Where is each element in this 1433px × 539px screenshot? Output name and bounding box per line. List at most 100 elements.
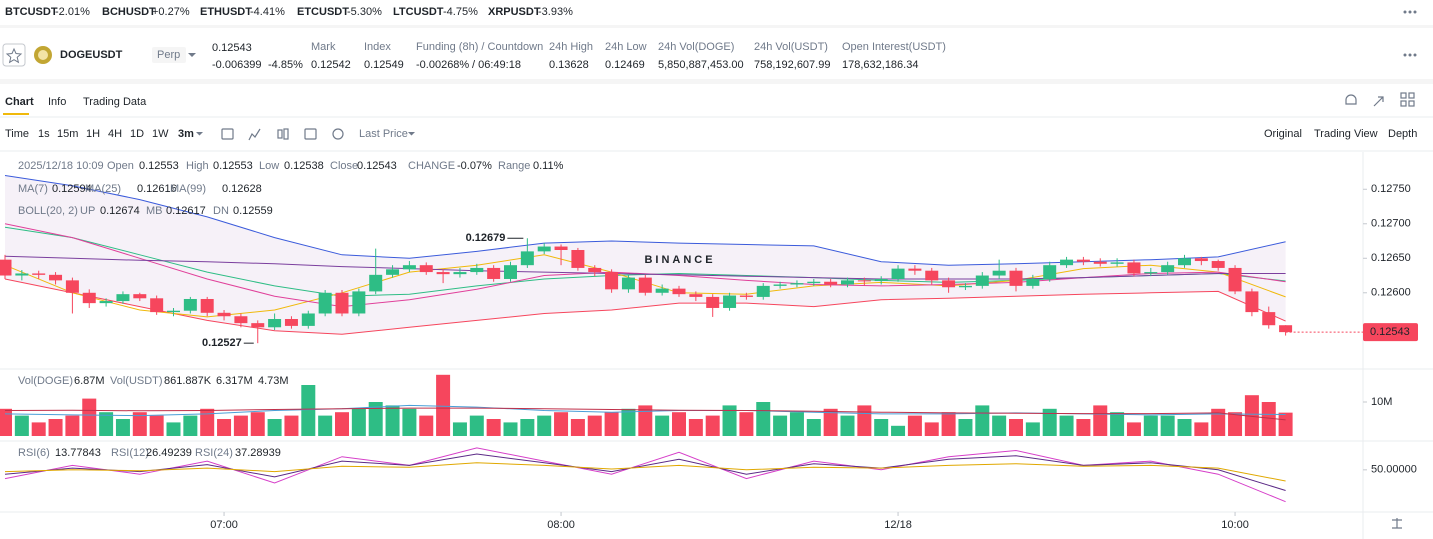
volume-bar — [587, 415, 602, 436]
candle-body — [318, 292, 332, 314]
volume-bar — [756, 402, 771, 436]
candle-body — [301, 313, 315, 326]
interval[interactable]: 1H — [86, 128, 100, 140]
interval[interactable]: 15m — [57, 128, 78, 140]
rsi-name: RSI(6) — [18, 447, 50, 459]
candle-body — [1161, 265, 1175, 273]
rsi-name: RSI(12) — [111, 447, 149, 459]
interval[interactable]: 4H — [108, 128, 122, 140]
volume-bar — [351, 408, 366, 436]
ticker-symbol[interactable]: ETCUSDT — [297, 6, 349, 18]
volume-bar — [1177, 419, 1192, 436]
ticker-symbol[interactable]: ETHUSDT — [200, 6, 252, 18]
candle-body — [1228, 267, 1242, 292]
volume-bar — [621, 408, 636, 436]
tab[interactable]: Info — [48, 96, 66, 108]
view-option[interactable]: Depth — [1388, 128, 1417, 140]
contract-badge — [152, 47, 186, 63]
favorite-button[interactable] — [2, 43, 26, 67]
ma-value: 0.12628 — [222, 183, 262, 195]
candle-body — [82, 292, 96, 304]
volume-bar — [284, 415, 299, 436]
candle-body — [234, 316, 248, 324]
dropdown-icon[interactable] — [188, 53, 196, 57]
interval[interactable]: 3m — [178, 128, 194, 140]
candle-body — [1110, 262, 1124, 264]
ticker-symbol[interactable]: LTCUSDT — [393, 6, 444, 18]
candle-body — [32, 273, 46, 275]
y-tick-label: 10M — [1371, 396, 1392, 408]
divider — [0, 25, 1433, 28]
candle-body — [689, 294, 703, 297]
last-price-box — [1363, 323, 1418, 342]
interval[interactable]: 1W — [152, 128, 169, 140]
stat-value: 0.12542 — [311, 59, 351, 71]
stat-label: 24h Low — [605, 41, 647, 53]
ticker-change: +0.27% — [152, 6, 190, 18]
volume-bar — [537, 415, 552, 436]
volume-bar — [1076, 419, 1091, 436]
ticker-symbol[interactable]: BTCUSDT — [5, 6, 58, 18]
volume-bar — [1126, 422, 1141, 436]
price-type[interactable]: Last Price — [359, 128, 408, 140]
candle-body — [841, 280, 854, 285]
star-icon — [5, 47, 23, 64]
candle-body — [470, 267, 484, 273]
stat-value: 0.13628 — [549, 59, 589, 71]
candle-body — [335, 292, 349, 314]
more-icon[interactable] — [1403, 53, 1417, 57]
volume-ma-value: 6.317M — [216, 375, 253, 387]
volume-bar — [1042, 408, 1057, 436]
volume-bar — [823, 408, 838, 436]
candle-body — [588, 267, 602, 273]
y-tick-label: 50.00000 — [1371, 464, 1417, 476]
interval[interactable]: 1s — [38, 128, 50, 140]
info-label: Close — [330, 160, 358, 172]
coin-icon — [38, 50, 48, 60]
candle-body — [402, 265, 416, 270]
candle-body — [1279, 325, 1293, 333]
volume-bar — [604, 412, 619, 436]
volume-bar — [385, 405, 400, 436]
tab[interactable]: Chart — [5, 96, 34, 108]
volume-bar — [1194, 422, 1209, 436]
toolbar-icons[interactable] — [221, 92, 1415, 529]
candle-body — [1211, 261, 1225, 268]
info-value: -0.07% — [457, 160, 492, 172]
candle-body — [99, 301, 113, 304]
more-icon[interactable] — [1403, 10, 1417, 14]
ticker-change: -4.41% — [250, 6, 285, 18]
candle-body — [183, 298, 197, 311]
candle-body — [1043, 265, 1057, 279]
volume-bar — [166, 422, 181, 436]
volume-bar — [739, 412, 754, 436]
volume-bar — [638, 405, 653, 436]
volume-bar — [267, 419, 282, 436]
volume-bar — [301, 385, 316, 436]
view-option[interactable]: Original — [1264, 128, 1302, 140]
info-label: Open — [107, 160, 134, 172]
interval[interactable]: Time — [5, 128, 29, 140]
volume-bar — [469, 415, 484, 436]
ticker-symbol[interactable]: BCHUSDT — [102, 6, 156, 18]
symbol: DOGEUSDT — [60, 49, 123, 61]
candle-body — [891, 268, 905, 279]
ticker-symbol[interactable]: XRPUSDT — [488, 6, 541, 18]
stat-label: 24h Vol(DOGE) — [658, 41, 734, 53]
volume-bar — [722, 405, 737, 436]
y-tick-label: 0.12750 — [1371, 183, 1411, 195]
stat-label: Mark — [311, 41, 336, 53]
rsi-value: 13.77843 — [55, 447, 101, 459]
ticker-change: -3.93% — [538, 6, 573, 18]
x-tick-label: 08:00 — [547, 519, 575, 531]
volume-bar — [1228, 412, 1243, 436]
interval[interactable]: 1D — [130, 128, 144, 140]
view-option[interactable]: Trading View — [1314, 128, 1378, 140]
volume-bar — [857, 405, 872, 436]
x-tick-label: 12/18 — [884, 519, 912, 531]
tab[interactable]: Trading Data — [83, 96, 147, 108]
ma-value: 0.12594 — [52, 183, 92, 195]
candle-body — [655, 288, 669, 293]
volume-bar — [806, 419, 821, 436]
volume-bar — [874, 419, 889, 436]
